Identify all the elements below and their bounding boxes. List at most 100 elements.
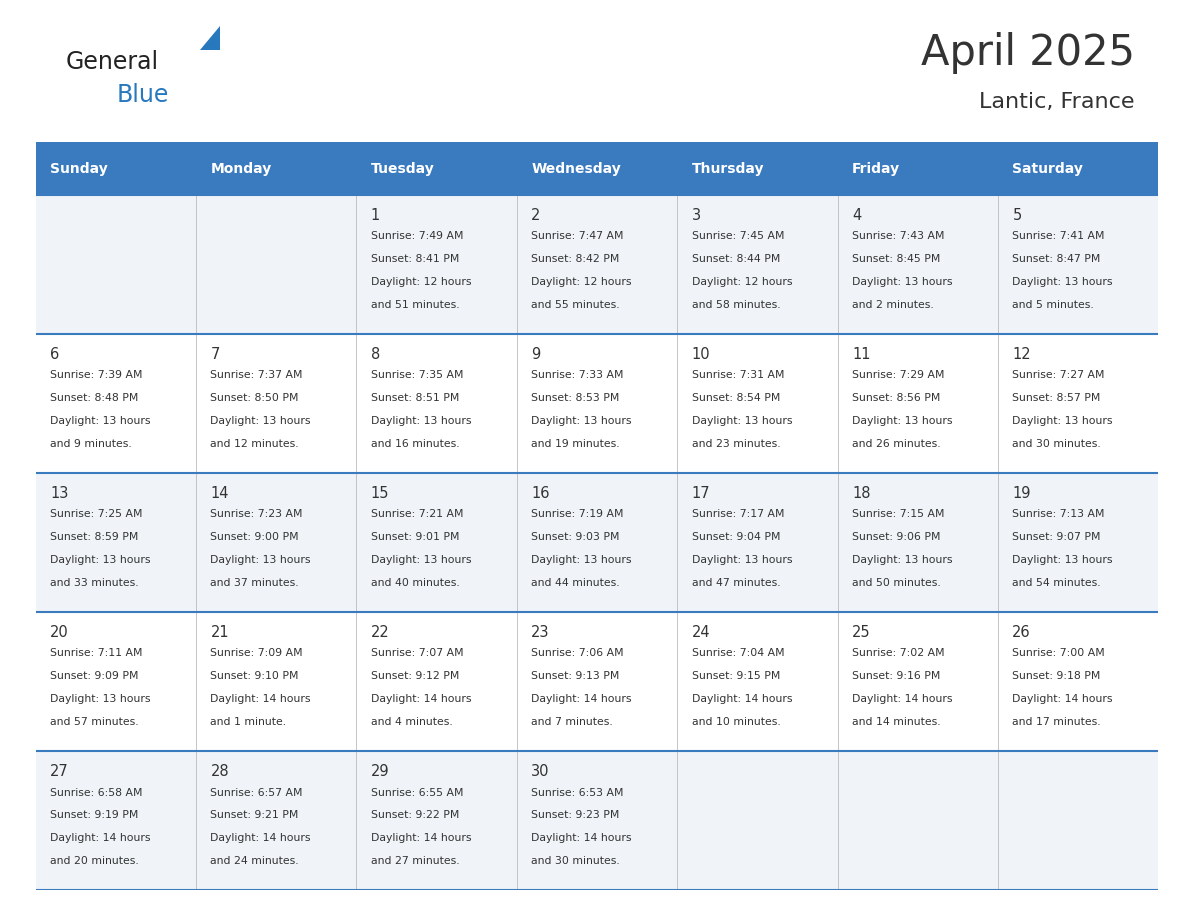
- Text: and 20 minutes.: and 20 minutes.: [50, 856, 139, 867]
- Text: and 58 minutes.: and 58 minutes.: [691, 300, 781, 310]
- Text: Sunset: 8:42 PM: Sunset: 8:42 PM: [531, 254, 620, 264]
- Text: 25: 25: [852, 625, 871, 640]
- Text: Sunset: 9:00 PM: Sunset: 9:00 PM: [210, 532, 299, 543]
- Text: Daylight: 14 hours: Daylight: 14 hours: [1012, 694, 1113, 704]
- Text: Sunset: 9:16 PM: Sunset: 9:16 PM: [852, 671, 941, 681]
- Text: and 24 minutes.: and 24 minutes.: [210, 856, 299, 867]
- Text: and 27 minutes.: and 27 minutes.: [371, 856, 460, 867]
- Text: Sunset: 8:41 PM: Sunset: 8:41 PM: [371, 254, 460, 264]
- Text: Sunset: 8:45 PM: Sunset: 8:45 PM: [852, 254, 941, 264]
- Text: and 16 minutes.: and 16 minutes.: [371, 439, 460, 449]
- Text: 3: 3: [691, 207, 701, 223]
- Text: April 2025: April 2025: [921, 32, 1135, 74]
- Text: Sunrise: 7:43 AM: Sunrise: 7:43 AM: [852, 231, 944, 241]
- Text: 24: 24: [691, 625, 710, 640]
- Text: and 30 minutes.: and 30 minutes.: [531, 856, 620, 867]
- Text: Sunset: 9:03 PM: Sunset: 9:03 PM: [531, 532, 620, 543]
- Bar: [36, 612, 1158, 752]
- Text: 17: 17: [691, 486, 710, 501]
- Text: Daylight: 13 hours: Daylight: 13 hours: [210, 555, 311, 565]
- Text: Sunrise: 7:19 AM: Sunrise: 7:19 AM: [531, 509, 624, 520]
- Text: Sunset: 9:13 PM: Sunset: 9:13 PM: [531, 671, 620, 681]
- Text: Sunrise: 6:57 AM: Sunrise: 6:57 AM: [210, 788, 303, 798]
- Text: 28: 28: [210, 764, 229, 778]
- Text: and 23 minutes.: and 23 minutes.: [691, 439, 781, 449]
- Text: 18: 18: [852, 486, 871, 501]
- Bar: [677, 142, 838, 196]
- Text: Sunday: Sunday: [50, 162, 108, 175]
- Text: Sunrise: 7:21 AM: Sunrise: 7:21 AM: [371, 509, 463, 520]
- Text: and 17 minutes.: and 17 minutes.: [1012, 717, 1101, 727]
- Text: Daylight: 13 hours: Daylight: 13 hours: [531, 416, 632, 426]
- Text: 8: 8: [371, 347, 380, 362]
- Text: Sunset: 8:44 PM: Sunset: 8:44 PM: [691, 254, 781, 264]
- Text: Daylight: 14 hours: Daylight: 14 hours: [531, 694, 632, 704]
- Text: 5: 5: [1012, 207, 1022, 223]
- Text: Daylight: 13 hours: Daylight: 13 hours: [691, 555, 792, 565]
- Text: Daylight: 14 hours: Daylight: 14 hours: [210, 694, 311, 704]
- Text: Daylight: 12 hours: Daylight: 12 hours: [691, 277, 792, 287]
- Text: Friday: Friday: [852, 162, 901, 175]
- Text: Sunrise: 7:17 AM: Sunrise: 7:17 AM: [691, 509, 784, 520]
- Text: 29: 29: [371, 764, 390, 778]
- Text: Sunrise: 7:09 AM: Sunrise: 7:09 AM: [210, 648, 303, 658]
- Text: Daylight: 13 hours: Daylight: 13 hours: [531, 555, 632, 565]
- Text: Daylight: 12 hours: Daylight: 12 hours: [371, 277, 472, 287]
- Text: 13: 13: [50, 486, 69, 501]
- Text: Daylight: 13 hours: Daylight: 13 hours: [1012, 277, 1113, 287]
- Text: 6: 6: [50, 347, 59, 362]
- Text: and 33 minutes.: and 33 minutes.: [50, 578, 139, 588]
- Text: Daylight: 13 hours: Daylight: 13 hours: [371, 416, 472, 426]
- Text: 11: 11: [852, 347, 871, 362]
- Text: Daylight: 13 hours: Daylight: 13 hours: [371, 555, 472, 565]
- Text: 10: 10: [691, 347, 710, 362]
- Text: Sunrise: 7:11 AM: Sunrise: 7:11 AM: [50, 648, 143, 658]
- Text: Sunset: 8:47 PM: Sunset: 8:47 PM: [1012, 254, 1101, 264]
- Text: Sunset: 8:50 PM: Sunset: 8:50 PM: [210, 393, 299, 403]
- Text: Lantic, France: Lantic, France: [979, 92, 1135, 112]
- Text: Sunset: 9:19 PM: Sunset: 9:19 PM: [50, 811, 139, 821]
- Text: Daylight: 13 hours: Daylight: 13 hours: [852, 555, 953, 565]
- Text: 16: 16: [531, 486, 550, 501]
- Text: Sunrise: 6:53 AM: Sunrise: 6:53 AM: [531, 788, 624, 798]
- Text: and 50 minutes.: and 50 minutes.: [852, 578, 941, 588]
- Text: 19: 19: [1012, 486, 1031, 501]
- Text: Daylight: 13 hours: Daylight: 13 hours: [50, 555, 151, 565]
- Text: Daylight: 13 hours: Daylight: 13 hours: [210, 416, 311, 426]
- Text: 15: 15: [371, 486, 390, 501]
- Text: 30: 30: [531, 764, 550, 778]
- Text: Sunrise: 7:49 AM: Sunrise: 7:49 AM: [371, 231, 463, 241]
- Bar: [196, 142, 356, 196]
- Bar: [36, 196, 1158, 334]
- Text: and 54 minutes.: and 54 minutes.: [1012, 578, 1101, 588]
- Text: 23: 23: [531, 625, 550, 640]
- Text: Sunrise: 7:13 AM: Sunrise: 7:13 AM: [1012, 509, 1105, 520]
- Text: Daylight: 14 hours: Daylight: 14 hours: [371, 694, 472, 704]
- Text: General: General: [65, 50, 158, 74]
- Text: 1: 1: [371, 207, 380, 223]
- Text: Saturday: Saturday: [1012, 162, 1083, 175]
- Text: 12: 12: [1012, 347, 1031, 362]
- Text: Sunset: 9:10 PM: Sunset: 9:10 PM: [210, 671, 299, 681]
- Text: 21: 21: [210, 625, 229, 640]
- Text: Daylight: 14 hours: Daylight: 14 hours: [852, 694, 953, 704]
- Text: Sunset: 8:53 PM: Sunset: 8:53 PM: [531, 393, 620, 403]
- Text: and 55 minutes.: and 55 minutes.: [531, 300, 620, 310]
- Text: Blue: Blue: [116, 83, 169, 106]
- Text: and 12 minutes.: and 12 minutes.: [210, 439, 299, 449]
- Text: and 1 minute.: and 1 minute.: [210, 717, 286, 727]
- Text: Sunrise: 7:39 AM: Sunrise: 7:39 AM: [50, 370, 143, 380]
- Text: Sunset: 9:23 PM: Sunset: 9:23 PM: [531, 811, 620, 821]
- Text: Sunrise: 7:47 AM: Sunrise: 7:47 AM: [531, 231, 624, 241]
- Bar: [36, 334, 1158, 474]
- Text: Thursday: Thursday: [691, 162, 764, 175]
- Text: Sunrise: 7:29 AM: Sunrise: 7:29 AM: [852, 370, 944, 380]
- Text: and 7 minutes.: and 7 minutes.: [531, 717, 613, 727]
- Text: Sunrise: 7:06 AM: Sunrise: 7:06 AM: [531, 648, 624, 658]
- Text: and 2 minutes.: and 2 minutes.: [852, 300, 934, 310]
- Text: 26: 26: [1012, 625, 1031, 640]
- Text: Sunset: 8:56 PM: Sunset: 8:56 PM: [852, 393, 941, 403]
- Text: 27: 27: [50, 764, 69, 778]
- Bar: [356, 142, 517, 196]
- Text: Sunrise: 7:02 AM: Sunrise: 7:02 AM: [852, 648, 944, 658]
